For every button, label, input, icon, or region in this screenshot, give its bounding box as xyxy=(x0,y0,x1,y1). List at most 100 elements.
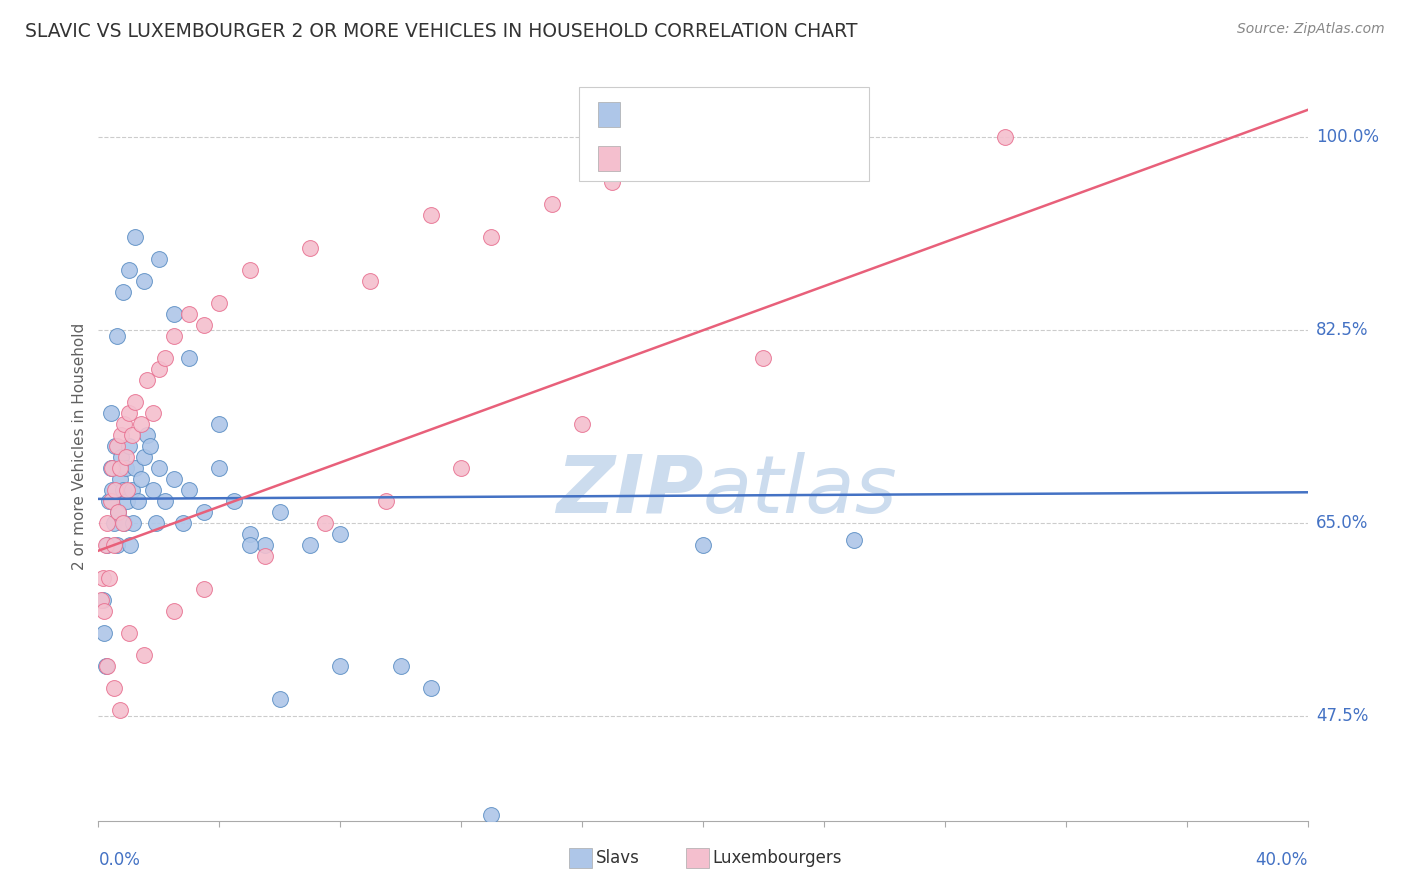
Text: 82.5%: 82.5% xyxy=(1316,321,1368,339)
Point xyxy=(112,516,135,530)
Point xyxy=(374,494,396,508)
Point xyxy=(692,163,714,178)
Point xyxy=(96,538,118,552)
Point xyxy=(98,494,121,508)
Point xyxy=(104,483,127,497)
Point xyxy=(120,538,142,552)
Point xyxy=(239,538,262,552)
Point xyxy=(329,659,352,673)
Point xyxy=(135,428,157,442)
Point xyxy=(129,472,152,486)
Point xyxy=(129,417,152,431)
Text: Slavs: Slavs xyxy=(596,849,640,867)
Point xyxy=(101,461,124,475)
Point xyxy=(420,208,443,222)
Point xyxy=(752,351,775,365)
Point xyxy=(121,428,143,442)
Point xyxy=(360,274,382,288)
Point xyxy=(299,538,322,552)
Text: 100.0%: 100.0% xyxy=(1316,128,1379,146)
Point xyxy=(98,571,121,585)
Point xyxy=(110,450,132,464)
Point xyxy=(108,461,131,475)
Point xyxy=(145,516,167,530)
Point xyxy=(93,626,115,640)
Point xyxy=(96,516,118,530)
Text: R = 0.529   N = 53: R = 0.529 N = 53 xyxy=(628,150,799,168)
Y-axis label: 2 or more Vehicles in Household: 2 or more Vehicles in Household xyxy=(72,322,87,570)
Point xyxy=(96,659,118,673)
Point xyxy=(142,406,165,420)
Point xyxy=(179,307,201,321)
Point xyxy=(101,483,124,497)
Point xyxy=(114,461,136,475)
Point xyxy=(163,328,186,343)
Text: 65.0%: 65.0% xyxy=(1316,514,1368,533)
Point xyxy=(105,538,128,552)
Text: atlas: atlas xyxy=(703,452,898,530)
Point xyxy=(450,461,472,475)
Point xyxy=(114,450,136,464)
Point xyxy=(844,141,866,155)
Point xyxy=(105,439,128,453)
Point xyxy=(103,516,125,530)
Point xyxy=(103,538,125,552)
Point xyxy=(115,483,138,497)
Point xyxy=(139,439,162,453)
Point xyxy=(389,659,412,673)
Point xyxy=(105,328,128,343)
Point xyxy=(299,241,322,255)
Point xyxy=(124,229,146,244)
Point xyxy=(118,626,141,640)
Point xyxy=(124,461,146,475)
Point xyxy=(142,483,165,497)
Point xyxy=(107,505,129,519)
Point xyxy=(111,285,134,299)
Point xyxy=(148,252,170,266)
Point xyxy=(481,229,503,244)
Point xyxy=(132,450,155,464)
Point xyxy=(481,808,503,822)
Text: 40.0%: 40.0% xyxy=(1256,851,1308,869)
Point xyxy=(224,494,246,508)
Point xyxy=(100,406,122,420)
Point xyxy=(118,439,141,453)
Point xyxy=(208,461,231,475)
Point xyxy=(110,428,132,442)
Text: Luxembourgers: Luxembourgers xyxy=(713,849,842,867)
Point xyxy=(108,472,131,486)
Text: Source: ZipAtlas.com: Source: ZipAtlas.com xyxy=(1237,22,1385,37)
Point xyxy=(269,692,291,706)
Point xyxy=(692,538,714,552)
Point xyxy=(93,604,115,618)
Text: 47.5%: 47.5% xyxy=(1316,707,1368,725)
Point xyxy=(163,307,186,321)
Point xyxy=(844,533,866,547)
Text: ZIP: ZIP xyxy=(555,452,703,530)
Point xyxy=(94,659,117,673)
Point xyxy=(118,262,141,277)
Point xyxy=(90,593,112,607)
Point xyxy=(179,351,201,365)
Point xyxy=(132,648,155,663)
Point xyxy=(314,516,336,530)
Point xyxy=(239,527,262,541)
Point xyxy=(172,516,194,530)
Point xyxy=(127,494,149,508)
Point xyxy=(148,461,170,475)
Point xyxy=(135,373,157,387)
Point xyxy=(602,175,624,189)
Point xyxy=(153,351,176,365)
Point xyxy=(100,461,122,475)
Point xyxy=(118,406,141,420)
Point xyxy=(253,549,276,564)
Point xyxy=(111,516,134,530)
Point xyxy=(91,571,114,585)
Point xyxy=(269,505,291,519)
Point xyxy=(148,362,170,376)
Point xyxy=(208,417,231,431)
Point xyxy=(540,196,562,211)
Point xyxy=(132,274,155,288)
Point xyxy=(124,395,146,409)
Text: SLAVIC VS LUXEMBOURGER 2 OR MORE VEHICLES IN HOUSEHOLD CORRELATION CHART: SLAVIC VS LUXEMBOURGER 2 OR MORE VEHICLE… xyxy=(25,22,858,41)
